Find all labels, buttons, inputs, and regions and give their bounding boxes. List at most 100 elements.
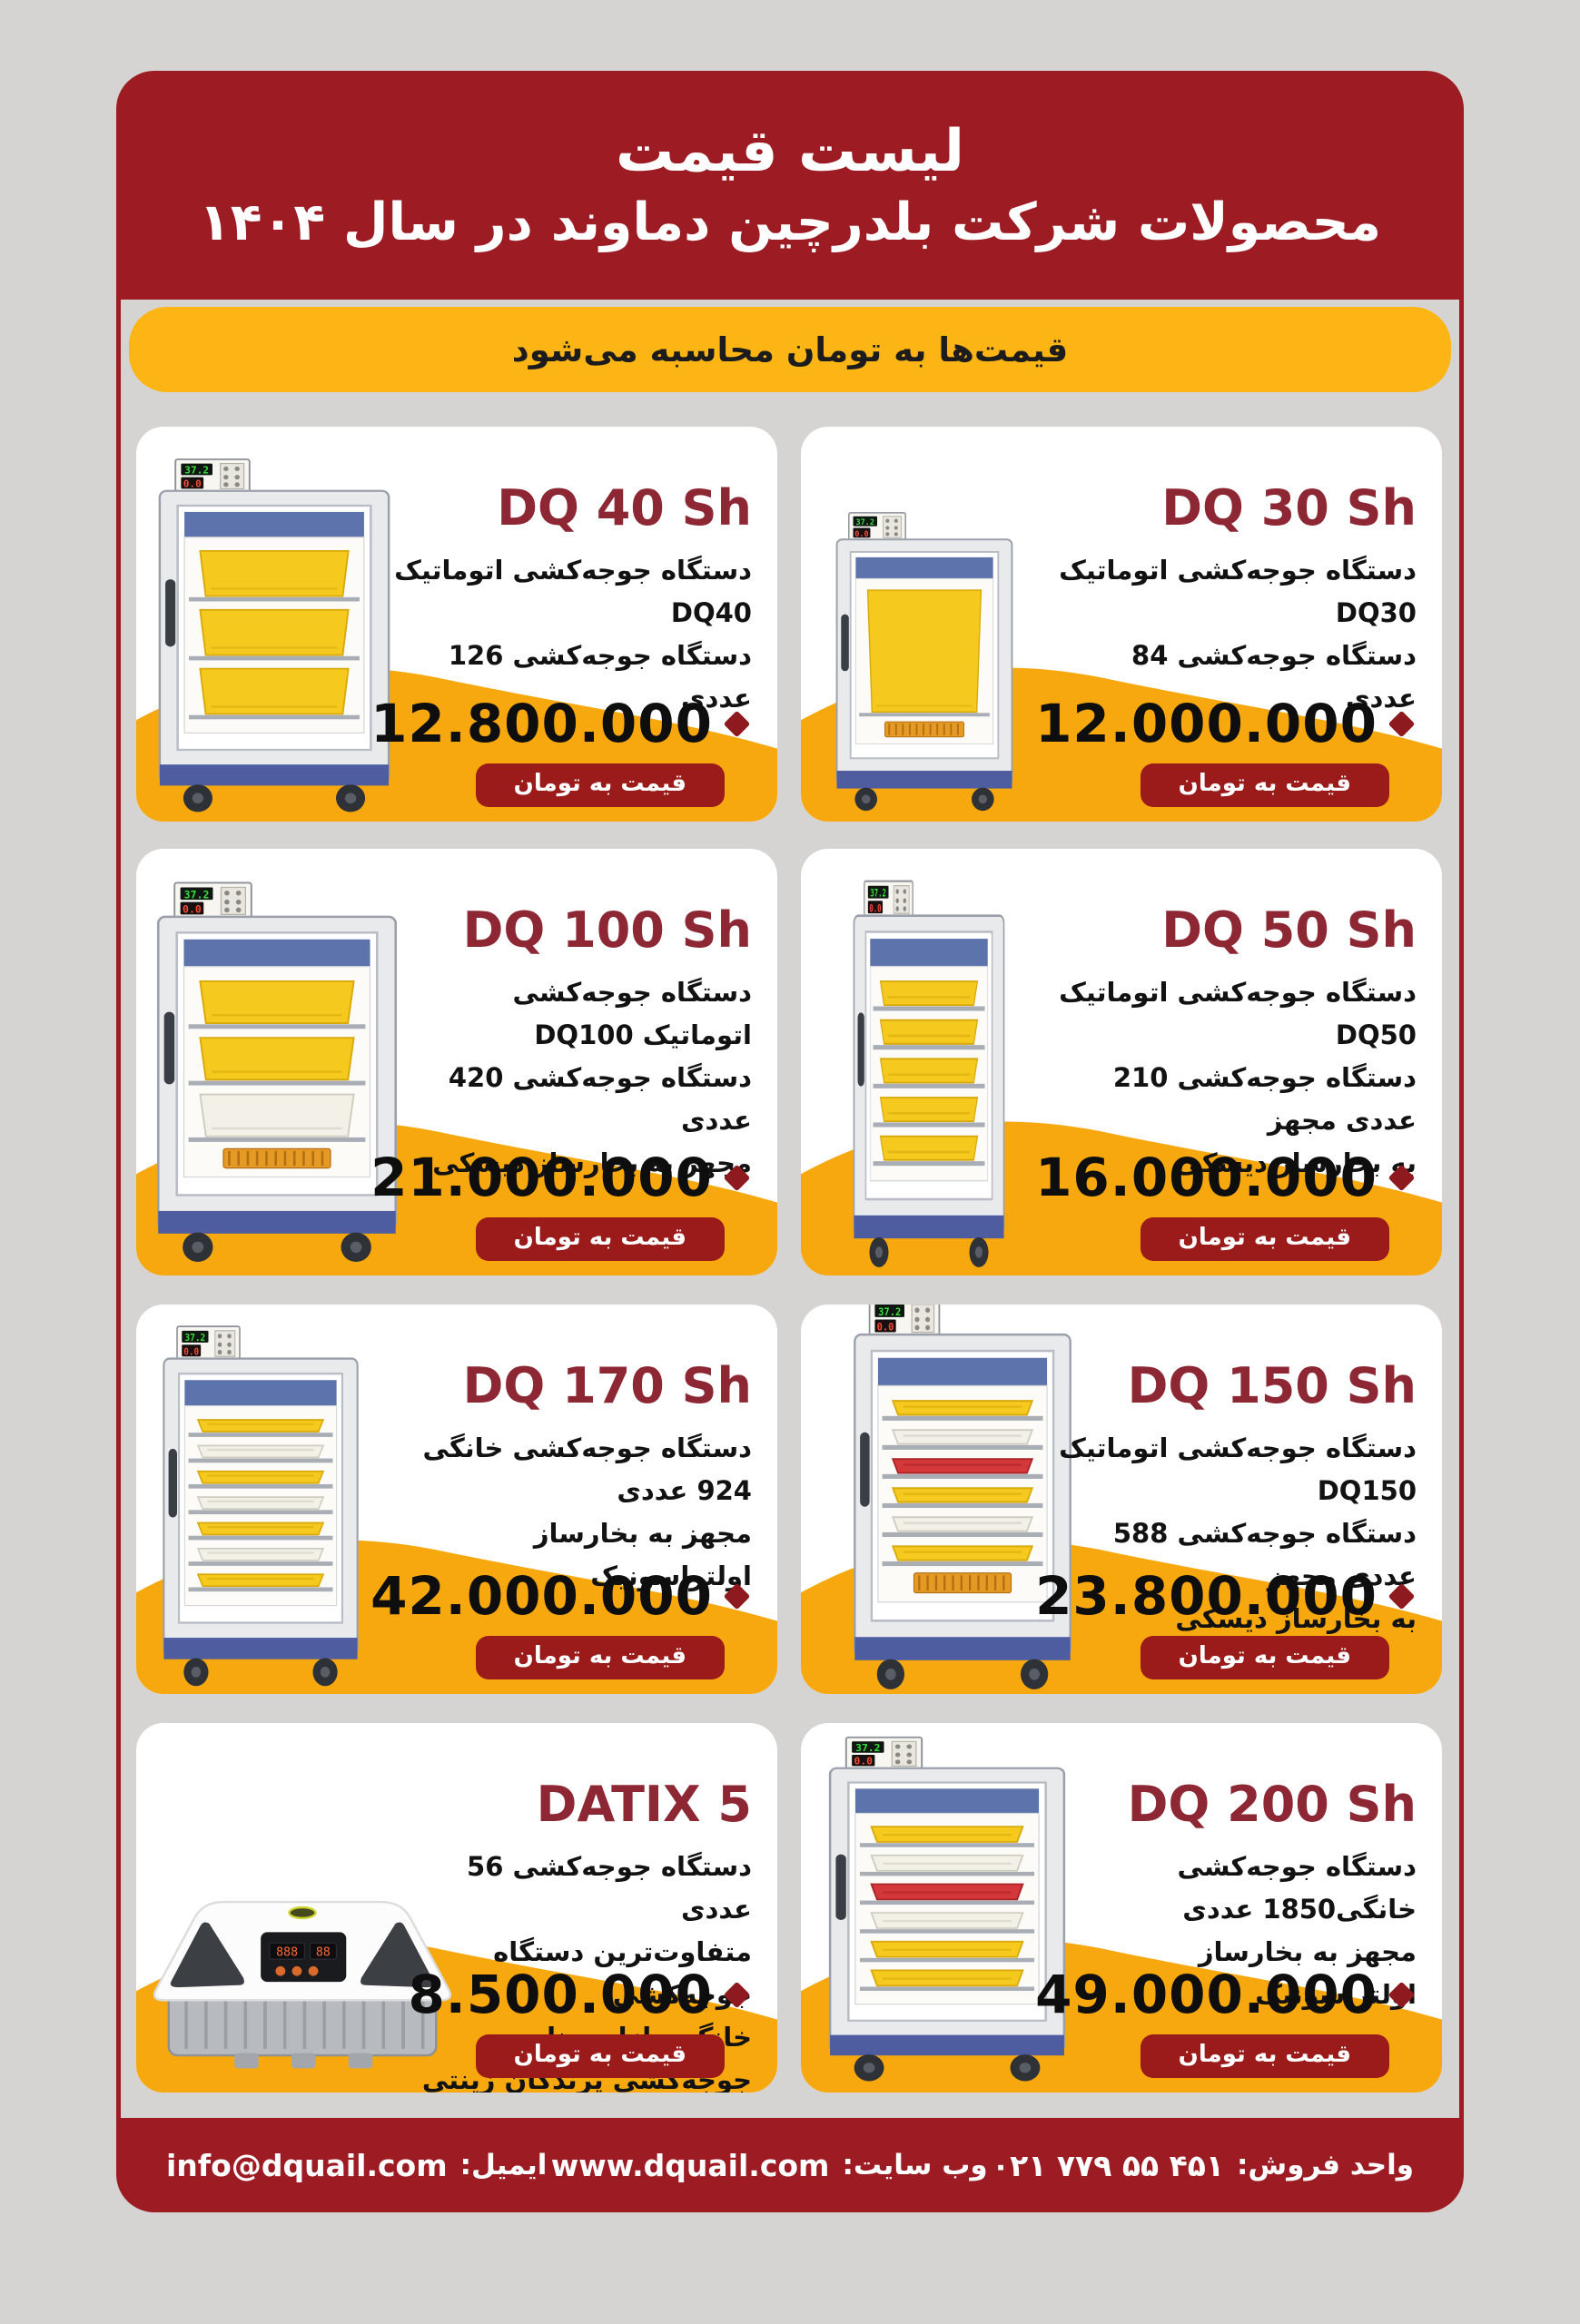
product-desc-line: دستگاه جوجه‌کشی 588 عددی مجهز	[1112, 1518, 1417, 1592]
svg-text:0.0: 0.0	[854, 530, 868, 539]
product-desc-line: دستگاه جوجه‌کشی خانگی 924 عددی	[422, 1433, 752, 1507]
price-zone: 21.000.000 قیمت به تومان	[370, 1147, 751, 1261]
product-description: دستگاه جوجه‌کشی خانگی 924 عددی مجهز به بخ…	[392, 1427, 752, 1598]
product-description: دستگاه جوجه‌کشی اتوماتیک DQ100 دستگاه جوجه…	[392, 971, 752, 1185]
product-price: 49.000.000	[1035, 1964, 1378, 2025]
product-desc-line: دستگاه جوجه‌کشی 420 عددی	[448, 1062, 752, 1137]
product-image: 37.2 0.0	[848, 874, 1010, 1272]
product-description: دستگاه جوجه‌کشی 56 عددی متفاوت‌ترین دستگا…	[392, 1846, 752, 2093]
svg-text:0.0: 0.0	[869, 903, 881, 915]
poster-title: لیست قیمت	[616, 117, 964, 185]
product-desc-line: دستگاه جوجه‌کشی خانگی1850 عددی	[1177, 1851, 1417, 1925]
footer-website: وب سایت: www.dquail.com	[551, 2148, 988, 2183]
product-card: 37.2 0.0 DQ 100 Sh دستگاه جوجه‌کشی اتومات…	[136, 849, 777, 1275]
price-zone: 49.000.000 قیمت به تومان	[1035, 1964, 1416, 2078]
product-title: DQ 170 Sh	[462, 1357, 752, 1414]
price-unit-badge: قیمت به تومان	[1140, 763, 1389, 807]
price-zone: 23.800.000 قیمت به تومان	[1035, 1565, 1416, 1679]
svg-text:37.2: 37.2	[185, 1334, 206, 1344]
price-diamond-icon	[1387, 1164, 1416, 1191]
product-image: 37.2 0.0	[830, 507, 1019, 814]
email-address: info@dquail.com	[166, 2147, 448, 2183]
sales-phone: ۰۲۱ ۷۷۹ ۵۵ ۴۵۱	[992, 2147, 1225, 2183]
product-image: 37.2 0.0	[846, 1305, 1079, 1694]
product-image: 888 88	[138, 1867, 467, 2083]
product-price: 23.800.000	[1035, 1565, 1378, 1627]
product-title: DQ 40 Sh	[497, 479, 752, 537]
product-price: 12.800.000	[370, 693, 713, 754]
footer-sales: واحد فروش: ۰۲۱ ۷۷۹ ۵۵ ۴۵۱	[992, 2148, 1414, 2183]
price-unit-badge: قیمت به تومان	[475, 1636, 725, 1679]
svg-text:37.2: 37.2	[184, 888, 210, 901]
sales-label: واحد فروش:	[1237, 2149, 1414, 2181]
price-unit-badge: قیمت به تومان	[1140, 2034, 1389, 2078]
poster-header: لیست قیمت محصولات شرکت بلدرچین دماوند در…	[116, 71, 1464, 300]
product-price: 12.000.000	[1035, 693, 1378, 754]
product-image: 37.2 0.0	[821, 1731, 1073, 2085]
product-description: دستگاه جوجه‌کشی اتوماتیک DQ40 دستگاه جوجه…	[392, 549, 752, 720]
svg-text:37.2: 37.2	[870, 888, 886, 900]
product-desc-line: مجهز به بخارساز دیسکی	[432, 1147, 752, 1179]
product-card: 37.2 0.0 DQ 170 Sh دستگاه جوجه‌کشی خانگی…	[136, 1305, 777, 1694]
footer-email: ایمیل: info@dquail.com	[166, 2148, 547, 2183]
product-card: 37.2 0.0 DQ 50 Sh دستگاه جوجه‌کشی اتومات…	[801, 849, 1442, 1275]
product-desc-line: دستگاه جوجه‌کشی اتوماتیک DQ40	[394, 555, 752, 629]
product-title: DQ 150 Sh	[1127, 1357, 1417, 1414]
svg-text:0.0: 0.0	[877, 1321, 894, 1334]
email-label: ایمیل:	[459, 2149, 548, 2181]
price-diamond-icon	[723, 1582, 751, 1610]
price-zone: 12.800.000 قیمت به تومان	[370, 693, 751, 807]
svg-text:88: 88	[316, 1946, 331, 1960]
product-desc-line: دستگاه جوجه‌کشی	[512, 977, 753, 1009]
product-description: دستگاه جوجه‌کشی اتوماتیک DQ30 دستگاه جوجه…	[1057, 549, 1417, 720]
product-desc-line: به بخارساز دیسکی	[1175, 1147, 1417, 1179]
svg-text:0.0: 0.0	[854, 1756, 874, 1767]
product-card: 888 88 DATIX 5 دستگاه جوجه‌کشی 56 عددی مت…	[136, 1723, 777, 2093]
product-desc-line: دستگاه جوجه‌کشی اتوماتیک DQ50	[1059, 977, 1417, 1051]
price-diamond-icon	[723, 1981, 751, 2008]
price-diamond-icon	[1387, 710, 1416, 737]
svg-text:37.2: 37.2	[878, 1306, 901, 1319]
product-desc-line: دستگاه جوجه‌کشی اتوماتیک DQ30	[1059, 555, 1417, 629]
website-label: وب سایت:	[842, 2149, 988, 2181]
price-diamond-icon	[723, 710, 751, 737]
product-description: دستگاه جوجه‌کشی خانگی1850 عددی مجهز به بخ…	[1057, 1846, 1417, 2016]
price-zone: 8.500.000 قیمت به تومان	[408, 1964, 751, 2078]
product-desc-line: دستگاه جوجه‌کشی 126 عددی	[448, 640, 752, 714]
svg-text:888: 888	[276, 1946, 298, 1960]
product-card: 37.2 0.0 DQ 200 Sh دستگاه جوجه‌کشی خانگی…	[801, 1723, 1442, 2093]
price-unit-badge: قیمت به تومان	[475, 1217, 725, 1261]
svg-text:37.2: 37.2	[855, 1743, 880, 1754]
product-card: 37.2 0.0 DQ 40 Sh دستگاه جوجه‌کشی اتومات…	[136, 427, 777, 822]
svg-text:37.2: 37.2	[184, 465, 209, 477]
product-price: 16.000.000	[1035, 1147, 1378, 1208]
product-price: 21.000.000	[370, 1147, 713, 1208]
product-desc-line: متفاوت‌ترین دستگاه جوجه‌کشی	[493, 1936, 752, 2011]
product-desc-line: اتوماتیک DQ100	[534, 1019, 752, 1051]
price-unit-badge: قیمت به تومان	[1140, 1217, 1389, 1261]
product-title: DQ 100 Sh	[462, 901, 752, 959]
product-desc-line: مجهز به بخارساز اولتراسونیک	[533, 1518, 752, 1592]
product-desc-line: دستگاه جوجه‌کشی اتوماتیک DQ150	[1059, 1433, 1417, 1507]
price-unit-badge: قیمت به تومان	[475, 2034, 725, 2078]
product-desc-line: به بخارساز دیسکی	[1175, 1603, 1417, 1635]
product-title: DQ 200 Sh	[1127, 1776, 1417, 1833]
product-desc-line: دستگاه جوجه‌کشی 84 عددی	[1131, 640, 1417, 714]
frame-right-rail	[1459, 182, 1464, 2161]
price-unit-badge: قیمت به تومان	[1140, 1636, 1389, 1679]
product-image: 37.2 0.0	[149, 876, 405, 1266]
product-desc-line: دستگاه جوجه‌کشی 56 عددی	[467, 1851, 752, 1925]
price-diamond-icon	[1387, 1981, 1416, 2008]
price-zone: 12.000.000 قیمت به تومان	[1035, 693, 1416, 807]
frame-left-rail	[116, 182, 121, 2161]
product-desc-line: دستگاه جوجه‌کشی 210 عددی مجهز	[1112, 1062, 1417, 1137]
product-card: 37.2 0.0 DQ 150 Sh دستگاه جوجه‌کشی اتوما…	[801, 1305, 1442, 1694]
price-zone: 16.000.000 قیمت به تومان	[1035, 1147, 1416, 1261]
website-url: www.dquail.com	[550, 2147, 830, 2183]
svg-text:0.0: 0.0	[183, 1347, 199, 1358]
price-unit-badge: قیمت به تومان	[475, 763, 725, 807]
price-diamond-icon	[1387, 1582, 1416, 1610]
svg-text:0.0: 0.0	[183, 478, 202, 490]
product-price: 42.000.000	[370, 1565, 713, 1627]
